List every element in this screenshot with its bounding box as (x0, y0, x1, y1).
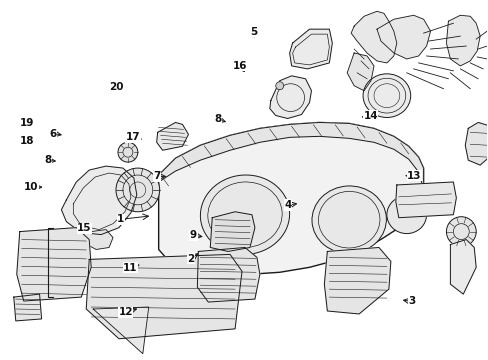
Text: 15: 15 (77, 223, 91, 233)
Text: 4: 4 (284, 200, 291, 210)
Polygon shape (464, 122, 488, 165)
Polygon shape (197, 247, 259, 302)
Text: 17: 17 (125, 132, 140, 142)
Ellipse shape (311, 186, 386, 253)
Polygon shape (79, 230, 113, 249)
Text: 8: 8 (44, 156, 52, 165)
Ellipse shape (362, 74, 410, 117)
Text: 18: 18 (20, 136, 34, 146)
Text: 13: 13 (406, 171, 421, 181)
Polygon shape (289, 29, 332, 69)
Text: 1: 1 (117, 214, 124, 224)
Text: 11: 11 (123, 262, 138, 273)
Polygon shape (376, 15, 429, 59)
Text: 19: 19 (20, 118, 34, 128)
Polygon shape (156, 122, 188, 150)
Text: 6: 6 (49, 129, 56, 139)
Circle shape (487, 255, 488, 294)
Polygon shape (269, 76, 311, 118)
Polygon shape (14, 294, 41, 321)
Polygon shape (17, 228, 91, 301)
Polygon shape (346, 53, 373, 91)
Ellipse shape (386, 196, 426, 234)
Text: 10: 10 (24, 182, 38, 192)
Circle shape (116, 168, 160, 212)
Ellipse shape (200, 175, 289, 255)
Polygon shape (158, 122, 423, 189)
Text: 3: 3 (407, 296, 415, 306)
Polygon shape (93, 307, 148, 354)
Polygon shape (86, 255, 242, 339)
Text: 12: 12 (118, 307, 133, 317)
Polygon shape (350, 11, 396, 63)
Polygon shape (324, 247, 390, 314)
Circle shape (275, 82, 283, 90)
Polygon shape (210, 212, 254, 251)
Text: 8: 8 (214, 114, 221, 124)
Circle shape (118, 142, 138, 162)
Text: 7: 7 (153, 171, 161, 181)
Polygon shape (395, 182, 455, 218)
Text: 5: 5 (250, 27, 257, 37)
Text: 14: 14 (363, 111, 377, 121)
Text: 20: 20 (108, 82, 123, 92)
Polygon shape (449, 239, 475, 294)
Polygon shape (61, 166, 137, 235)
Polygon shape (446, 15, 479, 66)
Text: 16: 16 (232, 61, 246, 71)
Text: 2: 2 (187, 253, 194, 264)
Circle shape (446, 217, 475, 247)
Polygon shape (158, 122, 423, 274)
Text: 9: 9 (190, 230, 197, 240)
